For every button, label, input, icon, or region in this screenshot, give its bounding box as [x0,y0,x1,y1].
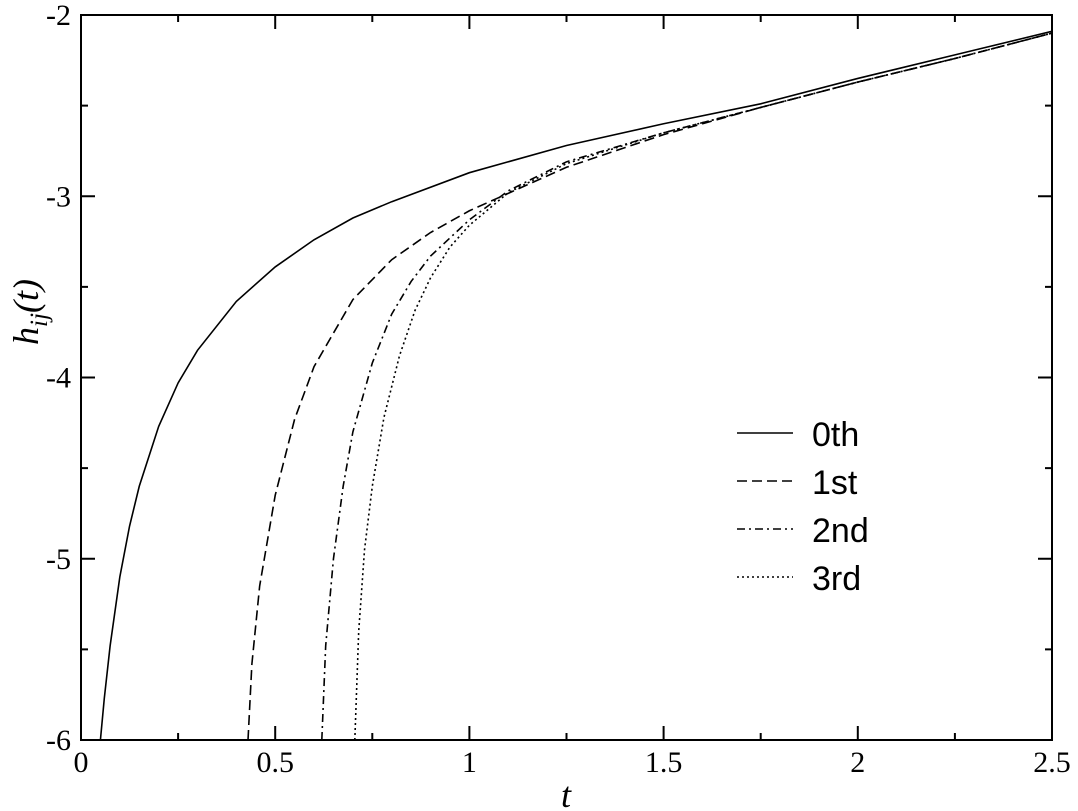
y-axis-title: hij(t) [6,279,53,345]
series-line-0th [99,30,1052,740]
x-tick-label: 2.5 [1033,746,1071,779]
tick-labels-layer: 0 0.5 1 1.5 2 2.5 -6 -5 -4 -3 -2 [46,0,1071,779]
y-tick-label: -3 [46,180,71,213]
y-tick-label: -5 [46,543,71,576]
legend: 0th 1st 2nd 3rd [737,416,869,598]
x-tick-label: 0 [74,746,89,779]
y-tick-label: -4 [46,362,71,395]
x-tick-label: 0.5 [256,746,294,779]
legend-label-2nd: 2nd [812,512,869,550]
legend-label-0th: 0th [812,416,859,454]
y-axis-title-subscript: ij [26,313,53,327]
y-tick-label: -2 [46,0,71,32]
y-axis-title-h: h [6,327,46,345]
series-line-3rd [354,32,1052,740]
x-tick-label: 2 [850,746,865,779]
x-tick-label: 1 [462,746,477,779]
x-axis-title: t [561,775,572,811]
plot-frame [80,14,1053,741]
ticks-layer [80,14,1053,741]
series-layer [99,30,1052,740]
y-axis-title-rest: (t) [6,279,46,313]
legend-label-3rd: 3rd [812,560,861,598]
x-tick-label: 1.5 [645,746,683,779]
legend-label-1st: 1st [812,464,858,502]
series-line-1st [247,32,1052,740]
series-line-2nd [321,32,1052,740]
y-tick-label: -6 [46,724,71,757]
